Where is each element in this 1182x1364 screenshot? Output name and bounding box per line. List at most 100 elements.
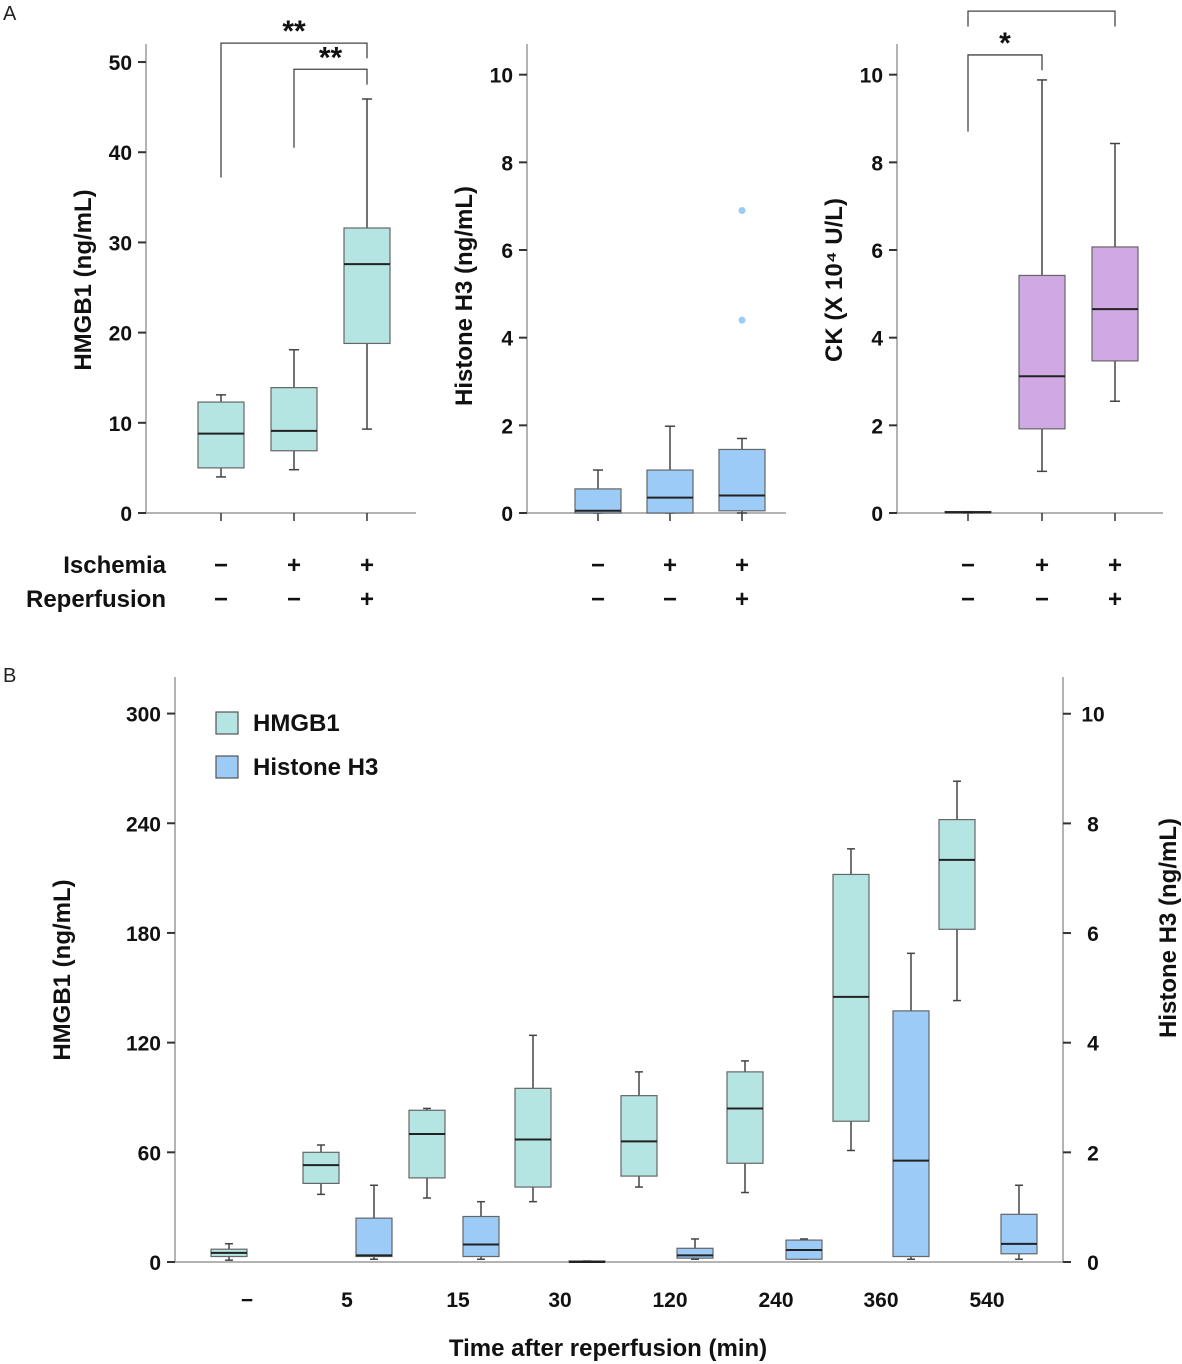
y-tick-label-right: 0 (1087, 1252, 1099, 1275)
y-tick-label-left: 120 (126, 1033, 161, 1056)
significance-bracket (220, 42, 368, 178)
box-2-outlier-0 (738, 316, 746, 324)
y-tick-label: 40 (109, 142, 132, 165)
x-tick-label: 30 (548, 1289, 571, 1312)
chart-b-legend: HMGB1 Histone H3 (215, 710, 378, 781)
y-tick-label-left: 60 (138, 1142, 161, 1165)
panel-label-a: A (3, 3, 17, 25)
x-tick-label: 5 (341, 1289, 353, 1312)
chart-b-ylabel-right: Histone H3 (ng/mL) (1155, 818, 1182, 1038)
y-tick-label: 0 (501, 503, 513, 526)
legend-swatch-histone (215, 755, 239, 779)
row-label-ischemia: Ischemia (63, 552, 166, 579)
row-label-reperfusion: Reperfusion (26, 586, 166, 613)
y-tick-label-left: 240 (126, 813, 161, 836)
box-1-box (270, 387, 318, 452)
y-tick-label: 10 (109, 413, 132, 436)
y-tick-label-right: 4 (1087, 1033, 1099, 1056)
chart-a3-ylabel: CK (X 10⁴ U/L) (821, 198, 848, 362)
histone-box-2-box (462, 1215, 500, 1258)
reperfusion-mark: + (735, 586, 749, 613)
chart-b-xlabel: Time after reperfusion (min) (449, 1335, 767, 1362)
condition-table: Ischemia Reperfusion − + + − − + − + + − − + − + + − − + (26, 552, 1122, 613)
chart-a1-ylabel: HMGB1 (ng/mL) (70, 189, 97, 370)
ischemia-mark: + (735, 552, 749, 579)
y-tick-label-right: 10 (1081, 704, 1104, 727)
box-0-box (197, 401, 245, 469)
x-tick-label: 360 (863, 1289, 898, 1312)
box-2-box (1091, 246, 1139, 362)
legend-label-hmgb1: HMGB1 (253, 710, 340, 737)
hmgb1-box-7-box (938, 818, 976, 930)
ischemia-mark: − (214, 552, 228, 579)
chart-a1-hmgb1: HMGB1 (ng/mL) 0 10 20 30 40 50 ** ** (70, 15, 416, 526)
x-tick-label: 540 (969, 1289, 1004, 1312)
box-1-box (1018, 274, 1066, 430)
y-tick-label-left: 180 (126, 923, 161, 946)
box-2-outlier-1 (738, 207, 746, 215)
ischemia-mark: + (287, 552, 301, 579)
hmgb1-box-4-box (620, 1095, 658, 1177)
significance-bracket (293, 68, 368, 148)
chart-b-ylabel-left: HMGB1 (ng/mL) (49, 879, 76, 1060)
significance-bracket (967, 10, 1116, 27)
histone-box-4-box (676, 1247, 714, 1259)
ischemia-mark: + (360, 552, 374, 579)
x-tick-label: − (241, 1289, 253, 1312)
ischemia-mark: + (1035, 552, 1049, 579)
y-tick-label: 10 (860, 65, 883, 88)
y-tick-label: 50 (109, 52, 132, 75)
box-2-box (343, 227, 391, 345)
y-tick-label: 30 (109, 232, 132, 255)
y-tick-label-right: 8 (1087, 813, 1099, 836)
x-tick-label: 240 (758, 1289, 793, 1312)
significance-label: ** (319, 41, 343, 74)
significance-label: * (999, 27, 1011, 60)
y-tick-label-right: 2 (1087, 1142, 1099, 1165)
reperfusion-mark: − (214, 586, 228, 613)
chart-b-time-course: HMGB1 (ng/mL) Histone H3 (ng/mL) Time af… (49, 677, 1182, 1362)
y-tick-label: 10 (490, 65, 513, 88)
histone-box-6-box (892, 1010, 930, 1258)
hmgb1-box-1-box (302, 1151, 340, 1184)
chart-a2-histone: Histone H3 (ng/mL) 0 2 4 6 8 10 (451, 44, 786, 526)
x-tick-label: 120 (652, 1289, 687, 1312)
histone-box-7-box (1000, 1213, 1038, 1255)
ischemia-mark: + (663, 552, 677, 579)
reperfusion-mark: + (360, 586, 374, 613)
x-tick-label: 15 (446, 1289, 470, 1312)
y-tick-label: 4 (871, 328, 883, 351)
legend-label-histone: Histone H3 (253, 754, 378, 781)
histone-box-1-box (355, 1217, 393, 1258)
y-tick-label: 8 (871, 152, 883, 175)
hmgb1-box-2-box (408, 1109, 446, 1179)
hmgb1-box-5-box (726, 1071, 764, 1164)
reperfusion-mark: − (1035, 586, 1049, 613)
reperfusion-mark: − (663, 586, 677, 613)
y-tick-label: 8 (501, 152, 513, 175)
reperfusion-mark: − (287, 586, 301, 613)
y-tick-label: 4 (501, 328, 513, 351)
panel-label-b: B (3, 665, 16, 687)
reperfusion-mark: − (961, 586, 975, 613)
y-tick-label: 20 (109, 323, 132, 346)
y-tick-label: 0 (120, 503, 132, 526)
significance-bracket (967, 54, 1043, 132)
y-tick-label: 6 (501, 240, 513, 263)
significance-label: ** (282, 15, 306, 48)
reperfusion-mark: − (591, 586, 605, 613)
ischemia-mark: − (591, 552, 605, 579)
chart-a2-ylabel: Histone H3 (ng/mL) (451, 186, 478, 406)
y-tick-label-left: 0 (149, 1252, 161, 1275)
y-tick-label: 0 (871, 503, 883, 526)
y-tick-label: 2 (871, 415, 883, 438)
box-1-box (646, 469, 694, 514)
reperfusion-mark: + (1108, 586, 1122, 613)
significance-label: ** (1030, 0, 1054, 16)
y-tick-label-right: 6 (1087, 923, 1099, 946)
hmgb1-box-3-box (514, 1087, 552, 1188)
y-tick-label: 6 (871, 240, 883, 263)
y-tick-label-left: 300 (126, 704, 161, 727)
